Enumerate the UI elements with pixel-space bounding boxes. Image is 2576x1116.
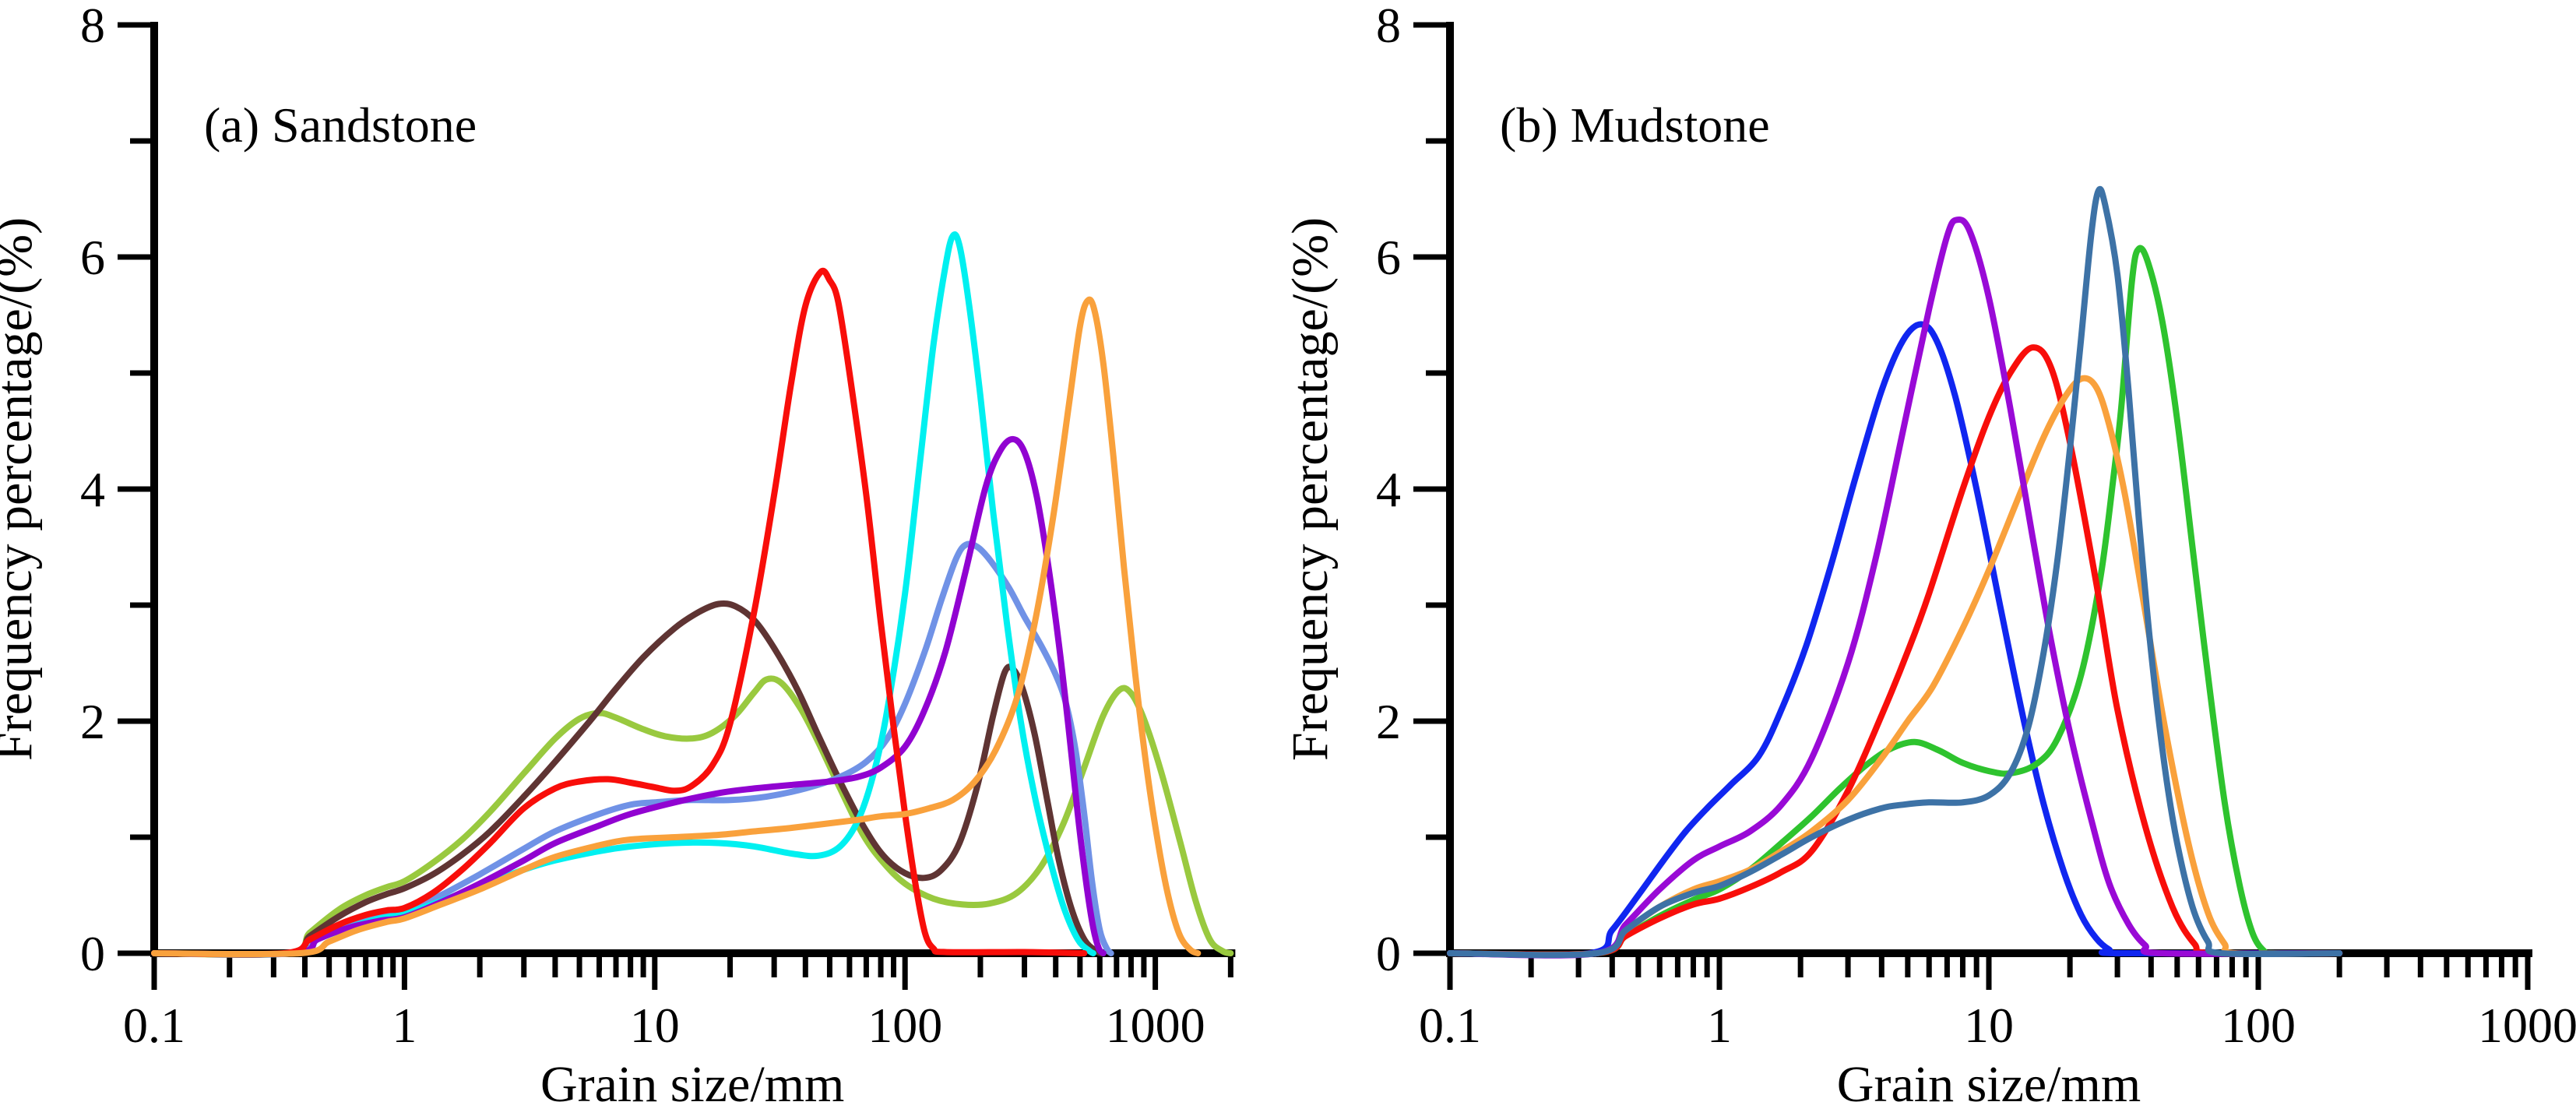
x-tick-label: 0.1 — [123, 998, 185, 1053]
x-axis-title: Grain size/mm — [1837, 1056, 2141, 1113]
x-tick-label: 100 — [867, 998, 942, 1053]
x-tick-label: 10 — [1964, 998, 2014, 1053]
x-tick-label: 1 — [392, 998, 417, 1053]
y-tick-label: 6 — [1376, 230, 1401, 285]
series-sandstone-red — [151, 267, 1088, 958]
series-mudstone-steel-blue — [1447, 185, 2343, 959]
series-sandstone-purple — [151, 435, 1107, 958]
x-tick-label: 1000 — [1106, 998, 1205, 1053]
y-tick-label: 4 — [1376, 462, 1401, 517]
series-sandstone-cornflower-blue — [151, 540, 1114, 958]
x-tick-label: 0.1 — [1419, 998, 1481, 1053]
series-sandstone-cyan — [151, 231, 1096, 958]
y-tick-label: 6 — [80, 230, 105, 285]
y-tick-label: 2 — [1376, 694, 1401, 749]
panel-b-mudstone: 0.1 1 10 100 1000 0 2 4 6 8 Grain size/mm Frequency… — [1282, 0, 2576, 1113]
x-tick-label: 1 — [1707, 998, 1732, 1053]
y-axis-title: Frequency percentage/(%) — [0, 217, 43, 761]
series-mudstone-blue — [1447, 321, 2343, 959]
series-sandstone-orange — [151, 296, 1202, 958]
y-tick-label: 0 — [1376, 926, 1401, 981]
series-mudstone-purple — [1447, 216, 2343, 959]
panel-title: (a) Sandstone — [204, 97, 477, 153]
y-tick-label: 2 — [80, 694, 105, 749]
x-tick-label: 1000 — [2478, 998, 2576, 1053]
x-axis-title: Grain size/mm — [540, 1056, 844, 1113]
y-tick-label: 8 — [1376, 0, 1401, 53]
y-tick-label: 4 — [80, 462, 105, 517]
panel-a-sandstone: 0.1 1 10 100 1000 0 2 4 6 8 Grain size/mm Frequency… — [0, 0, 1236, 1113]
panel-title: (b) Mudstone — [1500, 97, 1770, 153]
y-tick-label: 0 — [80, 926, 105, 981]
series-sandstone-brown — [151, 600, 1105, 958]
x-tick-label: 100 — [2221, 998, 2296, 1053]
x-tick-label: 10 — [630, 998, 680, 1053]
y-axis-title: Frequency percentage/(%) — [1282, 217, 1339, 761]
series-mudstone-orange — [1447, 375, 2343, 959]
series-sandstone-olive — [151, 675, 1234, 958]
y-tick-label: 8 — [80, 0, 105, 53]
series-mudstone-red — [1447, 344, 2343, 958]
